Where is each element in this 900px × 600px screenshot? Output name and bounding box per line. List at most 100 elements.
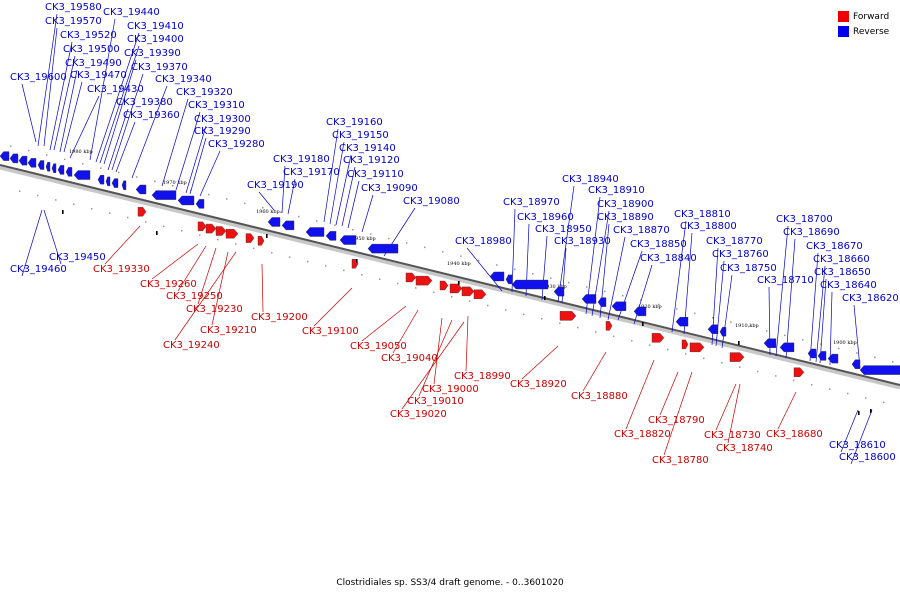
grid-dot: [244, 202, 246, 205]
grid-dot: [649, 344, 651, 346]
legend-label: Forward: [853, 11, 890, 22]
marker-glyph: [156, 231, 158, 235]
reverse-gene-arrow: [817, 351, 827, 361]
reverse-gene-arrow: [553, 286, 565, 297]
reverse-gene-arrow: [65, 167, 73, 177]
grid-dot: [550, 277, 552, 279]
grid-dot: [703, 357, 705, 360]
forward-gene-label: CK3_19100: [302, 326, 359, 337]
forward-gene-arrow: [559, 311, 577, 321]
forward-gene-label: CK3_19230: [186, 304, 243, 315]
gene-leader-line: [785, 238, 796, 359]
forward-gene-label: CK3_19000: [422, 384, 479, 395]
kbp-tick-label: 1960 kbp: [256, 209, 280, 215]
gene-leader-line: [341, 166, 356, 227]
forward-gene-label: CK3_18880: [571, 391, 628, 402]
grid-dot: [343, 269, 345, 272]
gene-leader-line: [466, 247, 503, 292]
gene-leader-line: [174, 251, 237, 341]
gene-leader-line: [313, 287, 353, 327]
grid-dot: [820, 343, 822, 345]
marker-glyph: [858, 411, 860, 415]
grid-dot: [127, 216, 129, 219]
reverse-gene-arrow: [37, 160, 45, 170]
forward-gene-label: CK3_18790: [648, 415, 705, 426]
reverse-gene-label: CK3_18970: [503, 197, 560, 208]
reverse-gene-label: CK3_18810: [674, 209, 731, 220]
reverse-gene-label: CK3_19580: [45, 2, 102, 13]
marker-glyph: [738, 341, 740, 345]
gene-leader-line: [111, 73, 144, 171]
reverse-gene-label: CK3_19450: [49, 252, 106, 263]
gene-leader-line: [281, 165, 286, 214]
grid-dot: [325, 265, 327, 267]
gene-leader-line: [63, 81, 83, 153]
gene-leader-line: [819, 278, 827, 364]
grid-dot: [802, 339, 804, 341]
reverse-gene-label: CK3_18620: [842, 293, 899, 304]
forward-swatch: [838, 11, 849, 22]
reverse-gene-label: CK3_18980: [455, 236, 512, 247]
reverse-gene-label: CK3_18670: [806, 241, 863, 252]
grid-dot: [163, 225, 165, 228]
reverse-gene-arrow: [851, 359, 861, 369]
forward-gene-label: CK3_19020: [390, 409, 447, 420]
grid-dot: [442, 251, 444, 253]
grid-dot: [217, 238, 219, 241]
kbp-tick-label: 1930 kbp: [543, 284, 567, 290]
marker-glyph: [870, 409, 872, 413]
reverse-gene-arrow: [489, 271, 505, 282]
reverse-gene-label: CK3_18650: [814, 267, 871, 278]
grid-dot: [496, 264, 498, 266]
reverse-gene-arrow: [367, 243, 399, 254]
forward-gene-arrow: [245, 233, 255, 243]
forward-gene-label: CK3_18730: [704, 430, 761, 441]
kbp-tick-label: 1900 kbp: [833, 340, 857, 346]
gene-leader-line: [775, 225, 789, 357]
forward-gene-arrow: [605, 321, 613, 331]
reverse-gene-label: CK3_18890: [597, 212, 654, 223]
forward-gene-label: CK3_19210: [200, 325, 257, 336]
reverse-gene-arrow: [135, 184, 147, 195]
forward-gene-label: CK3_19050: [350, 341, 407, 352]
grid-dot: [73, 203, 75, 206]
forward-gene-label: CK3_18740: [716, 443, 773, 454]
grid-dot: [406, 242, 408, 244]
gene-leader-line: [557, 185, 575, 303]
grid-dot: [811, 384, 813, 386]
map-caption: Clostridiales sp. SS3/4 draft genome. - …: [336, 578, 564, 588]
grid-dot: [235, 243, 237, 245]
reverse-gene-arrow: [281, 220, 295, 231]
grid-dot: [433, 291, 435, 294]
marker-glyph: [544, 296, 546, 300]
gene-leader-line: [511, 208, 516, 293]
reverse-gene-label: CK3_18690: [783, 227, 840, 238]
gene-leader-line: [177, 245, 207, 292]
reverse-gene-label: CK3_19180: [273, 154, 330, 165]
kbp-tick-label: 1950 kbp: [352, 236, 376, 242]
gene-leader-line: [151, 243, 199, 280]
marker-glyph: [62, 210, 64, 214]
grid-dot: [109, 212, 111, 214]
grid-dot: [226, 198, 228, 200]
grid-dot: [145, 221, 147, 223]
forward-gene-arrow: [681, 339, 689, 350]
reverse-gene-arrow: [597, 297, 607, 307]
forward-gene-label: CK3_18680: [766, 429, 823, 440]
grid-dot: [685, 353, 687, 355]
reverse-gene-label: CK3_19090: [361, 183, 418, 194]
gene-leader-line: [582, 351, 607, 392]
reverse-gene-arrow: [195, 199, 205, 209]
reverse-gene-label: CK3_18800: [680, 221, 737, 232]
gene-leader-line: [161, 98, 189, 187]
reverse-gene-label: CK3_19080: [403, 196, 460, 207]
gene-leader-line: [131, 85, 168, 179]
reverse-gene-arrow: [505, 274, 513, 285]
grid-dot: [271, 252, 273, 254]
grid-dot: [622, 295, 624, 297]
grid-dot: [847, 392, 849, 395]
gene-leader-line: [777, 391, 797, 430]
reverse-swatch: [838, 26, 849, 37]
gene-leader-line: [361, 305, 407, 342]
reverse-gene-arrow: [827, 353, 839, 364]
